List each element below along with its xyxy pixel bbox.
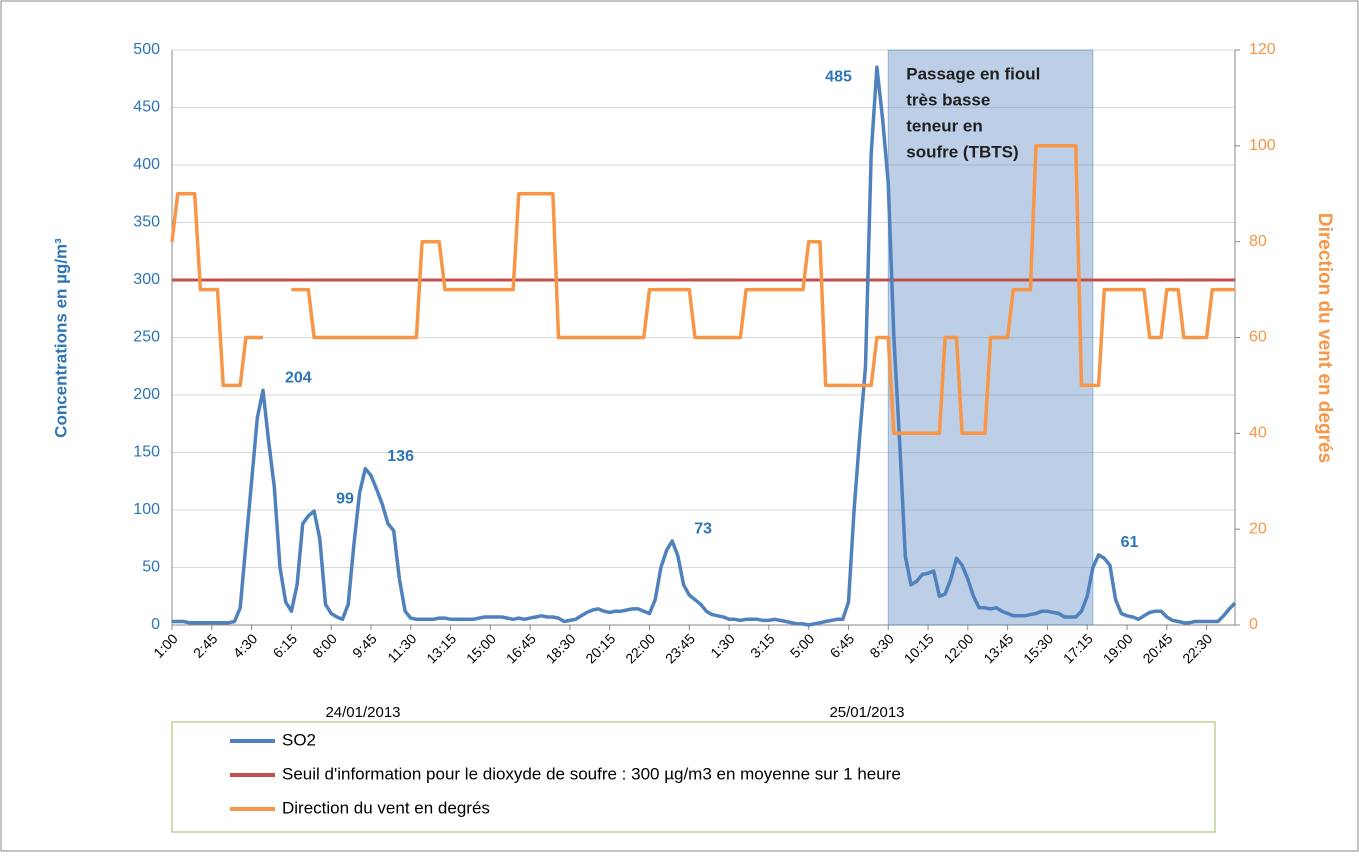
highlight-text: soufre (TBTS) xyxy=(906,142,1018,161)
y2-axis-label: Direction du vent en degrés xyxy=(1314,213,1335,463)
y2-tick-label: 120 xyxy=(1249,41,1276,58)
y-tick-label: 250 xyxy=(133,329,160,346)
highlight-text: très basse xyxy=(906,90,990,109)
y-tick-label: 450 xyxy=(133,99,160,116)
date-label: 24/01/2013 xyxy=(325,704,400,721)
y-tick-label: 200 xyxy=(133,386,160,403)
highlight-text: teneur en xyxy=(906,116,983,135)
y-tick-label: 300 xyxy=(133,271,160,288)
legend-label: SO2 xyxy=(282,730,316,749)
y2-tick-label: 40 xyxy=(1249,425,1267,442)
data-label: 99 xyxy=(336,490,354,507)
data-label: 136 xyxy=(387,448,414,465)
y2-tick-label: 100 xyxy=(1249,137,1276,154)
data-label: 73 xyxy=(694,520,712,537)
highlight-text: Passage en fioul xyxy=(906,64,1040,83)
y2-tick-label: 20 xyxy=(1249,520,1267,537)
y-tick-label: 500 xyxy=(133,41,160,58)
series-line xyxy=(170,144,1235,436)
y-tick-label: 100 xyxy=(133,501,160,518)
data-label: 61 xyxy=(1121,534,1139,551)
y-tick-label: 400 xyxy=(133,156,160,173)
y2-tick-label: 80 xyxy=(1249,233,1267,250)
y-tick-label: 150 xyxy=(133,444,160,461)
y-tick-label: 350 xyxy=(133,214,160,231)
legend xyxy=(171,721,1216,833)
y-tick-label: 50 xyxy=(142,559,160,576)
y2-tick-label: 60 xyxy=(1249,329,1267,346)
y-axis-label: Concentrations en µg/m³ xyxy=(51,238,70,438)
y2-tick-label: 0 xyxy=(1249,616,1258,633)
y-tick-label: 0 xyxy=(151,616,160,633)
series-line xyxy=(172,65,1237,627)
legend-label: Seuil d'information pour le dioxyde de s… xyxy=(282,764,901,783)
legend-label: Direction du vent en degrés xyxy=(282,798,490,817)
data-label: 204 xyxy=(285,370,312,387)
date-label: 25/01/2013 xyxy=(829,704,904,721)
data-label: 485 xyxy=(825,68,852,85)
